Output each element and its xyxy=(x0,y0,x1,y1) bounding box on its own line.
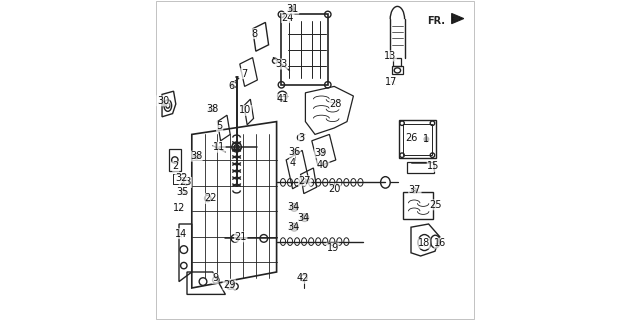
Text: 38: 38 xyxy=(190,151,202,161)
Bar xyxy=(403,192,433,219)
Text: 8: 8 xyxy=(251,28,257,39)
Text: 22: 22 xyxy=(203,193,216,204)
Text: 41: 41 xyxy=(276,94,289,104)
Text: 6: 6 xyxy=(229,81,235,92)
Text: 37: 37 xyxy=(409,185,421,196)
Text: 25: 25 xyxy=(430,200,442,210)
Text: 3: 3 xyxy=(299,132,305,143)
Text: 31: 31 xyxy=(287,4,299,14)
Text: 42: 42 xyxy=(297,273,309,284)
Text: 33: 33 xyxy=(275,59,287,69)
Text: 7: 7 xyxy=(241,68,247,79)
Text: 34: 34 xyxy=(298,213,310,223)
Text: 10: 10 xyxy=(239,105,251,116)
Text: 12: 12 xyxy=(173,203,185,213)
Text: 24: 24 xyxy=(282,12,294,23)
Text: 21: 21 xyxy=(234,232,247,242)
Text: 16: 16 xyxy=(434,238,447,248)
Text: 13: 13 xyxy=(384,51,396,61)
Text: 4: 4 xyxy=(290,158,295,168)
Text: 18: 18 xyxy=(418,238,430,248)
Text: 30: 30 xyxy=(157,96,169,106)
Bar xyxy=(399,120,435,158)
Bar xyxy=(393,58,401,66)
Text: 2: 2 xyxy=(173,161,179,172)
Text: 32: 32 xyxy=(175,172,188,183)
Text: FR.: FR. xyxy=(428,16,445,26)
Text: 9: 9 xyxy=(212,273,218,284)
Polygon shape xyxy=(452,13,464,24)
Bar xyxy=(282,14,328,85)
Bar xyxy=(403,124,432,155)
Text: 19: 19 xyxy=(326,243,339,253)
Text: 23: 23 xyxy=(179,177,192,188)
Text: 29: 29 xyxy=(223,280,236,290)
Ellipse shape xyxy=(290,8,293,10)
Text: 1: 1 xyxy=(423,134,430,144)
Text: 26: 26 xyxy=(405,132,417,143)
Text: 39: 39 xyxy=(314,148,327,158)
Ellipse shape xyxy=(425,138,428,140)
Text: 14: 14 xyxy=(175,228,187,239)
Text: 15: 15 xyxy=(427,161,440,172)
Text: 5: 5 xyxy=(217,121,223,132)
Text: 40: 40 xyxy=(317,160,329,170)
Text: 35: 35 xyxy=(176,187,188,197)
Text: 17: 17 xyxy=(385,76,398,87)
Text: 38: 38 xyxy=(206,104,218,114)
Bar xyxy=(169,149,181,171)
Ellipse shape xyxy=(234,145,239,150)
Text: 36: 36 xyxy=(288,147,301,157)
Bar xyxy=(407,162,434,173)
Text: 28: 28 xyxy=(329,99,342,109)
Text: 34: 34 xyxy=(287,222,299,232)
Bar xyxy=(392,66,403,74)
Text: 34: 34 xyxy=(287,202,299,212)
Text: 11: 11 xyxy=(213,142,225,152)
Text: 27: 27 xyxy=(299,176,311,186)
Text: 20: 20 xyxy=(329,184,341,194)
